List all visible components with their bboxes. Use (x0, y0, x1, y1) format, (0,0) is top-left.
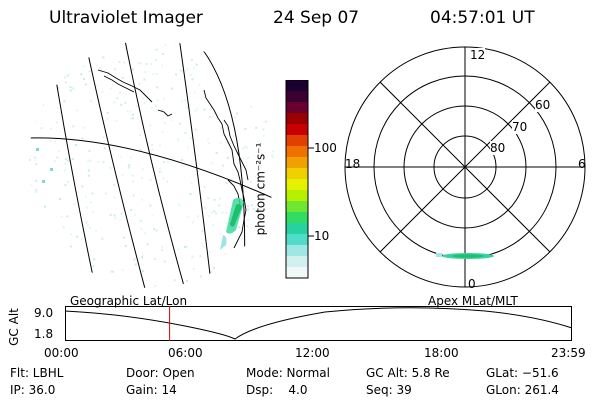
mode-info: Mode: Normal (246, 366, 330, 380)
colorbar-swatch (286, 234, 308, 246)
door-info: Door: Open (126, 366, 195, 380)
apex-title: Apex MLat/MLT (428, 294, 518, 308)
colorbar-swatch (286, 267, 308, 279)
mlt-label-12: 12 (470, 48, 486, 62)
colorbar-swatch (286, 223, 308, 235)
mlt-label-6: 6 (578, 157, 586, 171)
colorbar-swatch (286, 146, 308, 158)
timeline-ylabel: GC Alt (6, 308, 21, 346)
colorbar-swatch (286, 91, 308, 103)
colorbar-swatch (286, 80, 308, 92)
mlat-label-70: 70 (512, 120, 528, 134)
colorbar-tick-100: 100 (314, 141, 337, 155)
time-label: 04:57:01 UT (430, 8, 535, 28)
gain-info: Gain: 14 (126, 383, 177, 397)
polar-grid-panel (344, 46, 586, 288)
colorbar-unit-label: photon cm⁻²s⁻¹ (253, 142, 268, 236)
colorbar-swatch (286, 102, 308, 114)
colorbar-swatch (286, 212, 308, 224)
date-label: 24 Sep 07 (273, 8, 360, 28)
gc-alt-info: GC Alt: 5.8 Re (366, 366, 450, 380)
mlat-label-80: 80 (490, 141, 506, 155)
colorbar-swatch (286, 124, 308, 136)
colorbar-tick-10: 10 (314, 229, 330, 243)
colorbar-swatch (286, 245, 308, 257)
polar-diagonal-2 (379, 81, 551, 253)
seq-info: Seq: 39 (366, 383, 412, 397)
glat-info: GLat: −51.6 (486, 366, 559, 380)
colorbar-swatch (286, 179, 308, 191)
timeline-ymax: 9.0 (34, 306, 54, 320)
mlt-label-18: 18 (345, 157, 361, 171)
xtick-0000: 00:00 (44, 346, 79, 360)
colorbar-swatch (286, 113, 308, 125)
xtick-1800: 18:00 (424, 346, 459, 360)
colorbar (285, 80, 314, 279)
ip-info: IP: 36.0 (10, 383, 56, 397)
geographic-map-panel (28, 40, 276, 288)
xtick-0600: 06:00 (168, 346, 203, 360)
altitude-timeline (65, 306, 573, 341)
colorbar-swatch (286, 135, 308, 147)
uv-noise-speckle (28, 40, 275, 288)
dsp-info: Dsp: 4.0 (246, 383, 308, 397)
colorbar-swatch (286, 168, 308, 180)
colorbar-swatch (286, 256, 308, 268)
altitude-curve (65, 307, 573, 340)
timeline-ymin: 1.8 (34, 327, 54, 341)
colorbar-swatch (286, 201, 308, 213)
mlat-label-60: 60 (535, 98, 551, 112)
mlt-label-0: 0 (468, 277, 476, 291)
xtick-1200: 12:00 (295, 346, 330, 360)
colorbar-swatch (286, 157, 308, 169)
instrument-title: Ultraviolet Imager (49, 8, 203, 28)
glon-info: GLon: 261.4 (486, 383, 559, 397)
colorbar-gradient (286, 80, 308, 279)
colorbar-swatch (286, 190, 308, 202)
xtick-2359: 23:59 (551, 346, 586, 360)
geographic-title: Geographic Lat/Lon (70, 294, 188, 308)
aurora-emission-patch (220, 197, 244, 250)
filter-info: Flt: LBHL (10, 366, 64, 380)
